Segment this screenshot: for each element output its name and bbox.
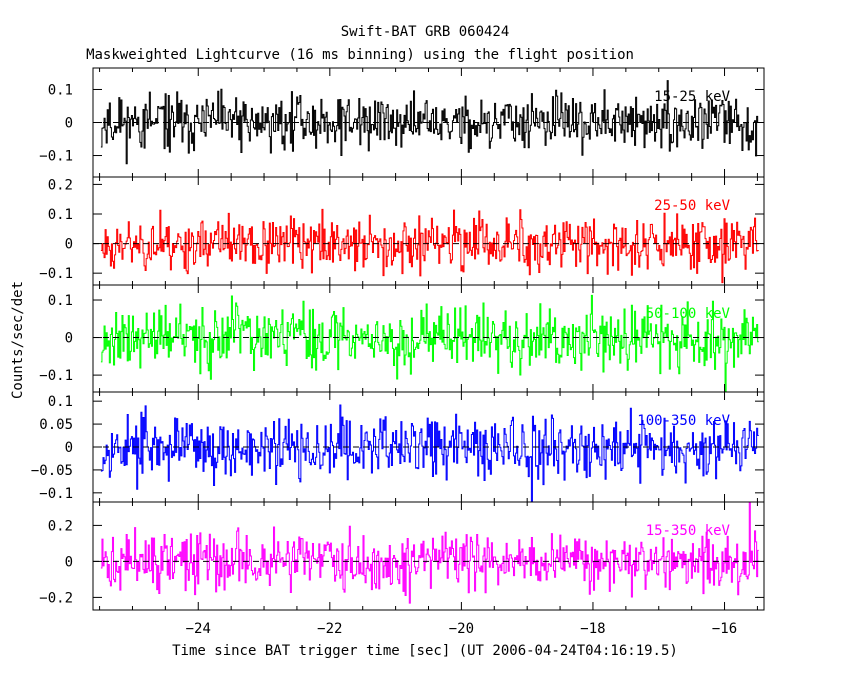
x-tick-label-1: −22 xyxy=(317,621,342,637)
y-tick-label-0-0: 0.1 xyxy=(48,82,73,98)
chart-title: Swift-BAT GRB 060424 xyxy=(341,24,510,40)
y-tick-label-3-3: −0.05 xyxy=(31,463,73,479)
y-tick-label-4-1: 0 xyxy=(65,554,73,570)
series-line-4 xyxy=(100,502,759,604)
x-tick-label-2: −20 xyxy=(449,621,474,637)
y-tick-label-3-0: 0.1 xyxy=(48,394,73,410)
y-tick-label-3-2: 0 xyxy=(65,440,73,456)
y-tick-label-0-1: 0 xyxy=(65,116,73,132)
x-axis-label: Time since BAT trigger time [sec] (UT 20… xyxy=(172,643,678,659)
chart-subtitle: Maskweighted Lightcurve (16 ms binning) … xyxy=(86,47,634,63)
x-tick-label-0: −24 xyxy=(186,621,211,637)
y-tick-label-4-0: 0.2 xyxy=(48,518,73,534)
x-axis: −24 −22 −20 −18 −16 xyxy=(186,621,738,637)
y-tick-label-2-1: 0 xyxy=(65,331,73,347)
y-tick-label-1-2: 0 xyxy=(65,237,73,253)
panels: 0.1 0 −0.1 15-25 keV 0.2 0.1 0 −0.1 25-50 keV 0.1… xyxy=(31,67,765,611)
y-tick-label-1-3: −0.1 xyxy=(39,266,73,282)
y-axis-label: Counts/sec/det xyxy=(10,281,26,399)
x-tick-label-3: −18 xyxy=(580,621,605,637)
panel-3: 0.1 0.05 0 −0.05 −0.1 100-350 keV xyxy=(31,391,765,503)
y-tick-label-2-2: −0.1 xyxy=(39,368,73,384)
series-line-2 xyxy=(100,294,759,392)
series-line-0 xyxy=(100,80,759,165)
band-label-4: 15-350 keV xyxy=(646,523,731,539)
series-line-1 xyxy=(100,208,759,284)
y-tick-label-3-4: −0.1 xyxy=(39,486,73,502)
series-line-3 xyxy=(100,404,759,502)
panel-4: 0.2 0 −0.2 15-350 keV xyxy=(39,501,765,611)
band-label-1: 25-50 keV xyxy=(654,198,730,214)
band-label-0: 15-25 keV xyxy=(654,89,730,105)
y-tick-label-0-2: −0.1 xyxy=(39,149,73,165)
band-label-3: 100-350 keV xyxy=(637,413,730,429)
y-tick-label-2-0: 0.1 xyxy=(48,293,73,309)
panel-1: 0.2 0.1 0 −0.1 25-50 keV xyxy=(39,176,765,286)
y-tick-label-1-1: 0.1 xyxy=(48,207,73,223)
panel-2: 0.1 0 −0.1 50-100 keV xyxy=(39,284,765,393)
panel-0: 0.1 0 −0.1 15-25 keV xyxy=(39,67,765,178)
x-tick-label-4: −16 xyxy=(712,621,737,637)
y-tick-label-4-2: −0.2 xyxy=(39,590,73,606)
y-tick-label-3-1: 0.05 xyxy=(39,417,73,433)
y-tick-label-1-0: 0.2 xyxy=(48,177,73,193)
band-label-2: 50-100 keV xyxy=(646,306,731,322)
